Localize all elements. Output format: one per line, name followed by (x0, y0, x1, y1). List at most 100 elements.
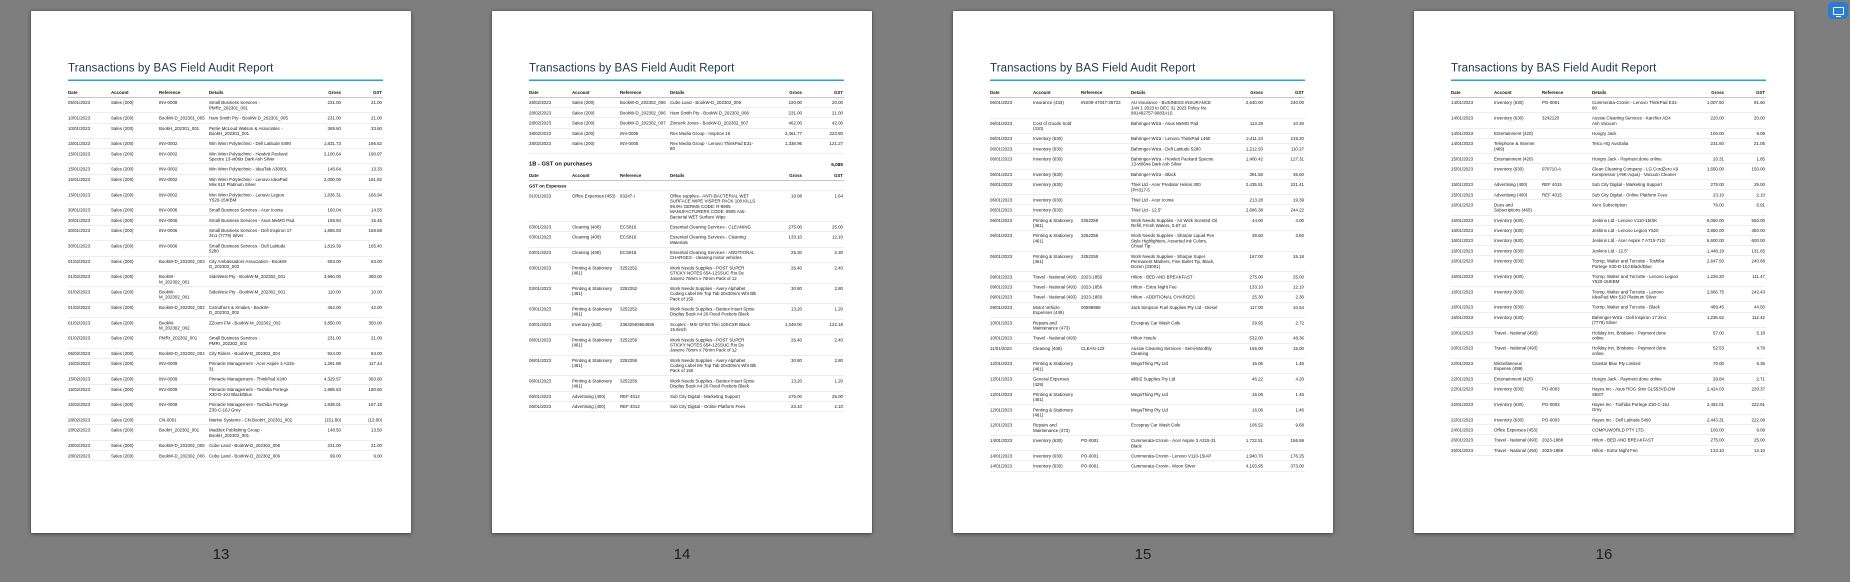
table-cell: 20.00 (831, 100, 843, 106)
report-title: Transactions by BAS Field Audit Report (990, 61, 1196, 74)
table-cell: 09/01/2023 (990, 294, 1013, 300)
table-cell: Win Winn Polytechnic - IdeaTab A3000L (209, 166, 288, 172)
table-cell: 14.55 (370, 207, 382, 213)
table-cell: Sub City Digital - Marketing Support (670, 393, 740, 399)
table-row: 09/01/2023 Travel - National (493) 2023-18… (990, 282, 1305, 293)
table-cell: 16/01/2023 (1451, 238, 1474, 244)
table-row: 01/01/2023 Office Expenses (453) 93247-I Of… (529, 191, 844, 222)
table-cell: ECS816 (620, 250, 637, 255)
table-cell: 231.00 (327, 100, 341, 106)
table-cell: Hayes Inc - Dell Latitude 5490 (1592, 417, 1651, 423)
table-cell: Cleaning (408) (572, 250, 601, 255)
report-page[interactable]: Transactions by BAS Field Audit Report D… (1414, 11, 1794, 533)
report-page[interactable]: Transactions by BAS Field Audit Report D… (492, 11, 872, 533)
table-cell: INV-0005 (620, 130, 639, 136)
table-cell: Inventory (630) (1494, 314, 1524, 320)
table-cell: Work Needs Supplies - Bantex Insert Spin… (670, 378, 755, 389)
table-cell: Inventory (630) (1494, 238, 1524, 244)
table-cell: Ecospray Car Wash Cafe (1131, 422, 1181, 428)
table-cell: 14/01/2023 (1451, 130, 1474, 136)
table-cell: 3252258 (1081, 253, 1099, 259)
table-cell: Inventory (630) (1494, 417, 1524, 423)
table-cell: 2,461.77 (784, 130, 802, 136)
table-cell: 070710-A (1542, 166, 1562, 172)
table-cell: 24/01/2023 (1451, 427, 1474, 433)
table-cell: PMRr_202302_001 (159, 335, 198, 341)
table-cell: BookW-D_202302_005 (159, 443, 205, 449)
table-cell: 350.00 (1751, 228, 1765, 233)
table-cell: 15.18 (1292, 253, 1304, 259)
table-cell: 06/01/2023 (990, 171, 1013, 177)
table-cell: 30.80 (790, 285, 802, 291)
table-cell: 1.64 (834, 193, 843, 199)
table-cell: 223.80 (829, 130, 843, 136)
table-cell: General Expenses (429) (1033, 376, 1070, 387)
table-cell: INV-0002 (159, 141, 178, 147)
table-cell: Ham Smith Pty - BookW-D_202301_005 (209, 115, 288, 121)
transactions-table: Date Account Reference Details Gross GST 14/01… (1451, 87, 1766, 527)
table-row: 01/02/2023 Sales (200) BookW-M_202302_001 S… (68, 287, 383, 303)
table-cell: Inventory (630) (1494, 115, 1524, 121)
table-row: 03/01/2023 Cleaning (408) ECS816 Essential … (529, 222, 844, 233)
table-header-row: Date Account Reference Details Gross GST (529, 170, 844, 181)
table-cell: Pinnacle Management - Toshiba Portege X3… (209, 386, 289, 397)
report-page[interactable]: Transactions by BAS Field Audit Report D… (953, 11, 1333, 533)
table-cell: Sales (200) (111, 192, 134, 198)
table-cell (1542, 302, 1592, 312)
table-row: 15/01/2023 Sales (200) INV-0002 Win Winn Po… (68, 139, 383, 149)
table-cell: 22/01/2023 (1451, 361, 1474, 366)
table-cell: Printing & Stationery (461) (572, 306, 613, 317)
table-cell: 25.30 (790, 250, 802, 255)
table-cell: Bahringer-Wiza - Dell Inspiron 17 2in1 (… (1592, 314, 1667, 326)
table-cell: Travel - National (493) (1033, 274, 1077, 280)
table-cell: Thiel Ltd - 12.5" (1131, 207, 1162, 213)
table-cell: 12/01/2023 (990, 407, 1013, 413)
table-cell: Cleaning (408) (572, 224, 601, 230)
table-cell: 220.00 (1710, 115, 1724, 121)
table-cell: 2.40 (834, 265, 843, 271)
table-cell: REF 4012 (620, 393, 640, 399)
table-row: 03/01/2023 Cleaning (408) ECS816 Essential … (529, 248, 844, 263)
table-cell: 168.68 (368, 228, 382, 233)
table-row: 12/01/2023 Printing & Stationery (461) Meg… (990, 389, 1305, 405)
table-cell: Advertising (400) (1494, 182, 1528, 188)
table-cell: Inventory (630) (1494, 166, 1524, 172)
table-row: 22/01/2023 Miscellaneous Expense (499) Can… (1451, 359, 1766, 374)
table-cell: Miscellaneous Expense (499) (1494, 361, 1523, 372)
table-row: 09/01/2023 Travel - National (493) 2023-18… (990, 292, 1305, 303)
table-cell: Hungry Jack (1592, 130, 1617, 136)
table-cell: PO-0001 (1542, 100, 1560, 106)
table-row: 16/01/2023 Inventory (630) Tromp, Walter a… (1451, 302, 1766, 313)
table-cell: 1,940.70 (1245, 453, 1263, 459)
table-cell: Travel - National (493) (1494, 447, 1538, 453)
table-row: 01/02/2023 Sales (200) BookW-M_202302_001 S… (68, 272, 383, 287)
table-row: 15/01/2023 Entertainment (420) Hungry Jack… (1451, 154, 1766, 165)
table-cell: Reference (159, 90, 181, 95)
document-page-slot: Transactions by BAS Field Audit Report D… (31, 11, 411, 563)
table-cell: 240.68 (1751, 258, 1765, 264)
table-cell: Sales (200) (111, 304, 134, 310)
table-cell: Inventory (630) (1033, 146, 1063, 152)
table-header-row: Date Account Reference Details Gross GST (990, 87, 1305, 98)
table-cell: Travel - National (493) (1033, 294, 1077, 300)
report-page[interactable]: Transactions by BAS Field Audit Report D… (31, 11, 411, 533)
table-cell: 2,424.03 (1706, 386, 1724, 392)
table-cell: Inventory (630) (572, 321, 602, 327)
table-cell: (13.80) (368, 417, 382, 423)
table-cell: Inventory (630) (1033, 453, 1063, 459)
table-cell: Work Needs Supplies - POST SUPER STICKY … (670, 265, 745, 281)
table-cell: 20/01/2023 (1451, 345, 1474, 351)
table-cell (1542, 271, 1592, 286)
table-row: 22/01/2023 Inventory (630) PO-0003 Hayes In… (1451, 415, 1766, 425)
report-title: Transactions by BAS Field Audit Report (529, 61, 735, 74)
table-cell: SideWest Pty - BookW-M_202302_001 (209, 289, 286, 295)
table-cell: Entertainment (420) (1494, 130, 1533, 136)
table-cell: 9.09 (1756, 427, 1765, 433)
table-cell: Sales (200) (111, 141, 134, 147)
table-cell: BookW-D_202302_002 (159, 304, 205, 310)
table-cell: Gross (1711, 90, 1724, 95)
table-cell: 06/01/2023 (990, 233, 1013, 239)
table-cell: 01/02/2023 (68, 289, 91, 295)
browser-extension-icon[interactable] (1828, 2, 1848, 19)
table-cell: 462.00 (327, 304, 341, 310)
